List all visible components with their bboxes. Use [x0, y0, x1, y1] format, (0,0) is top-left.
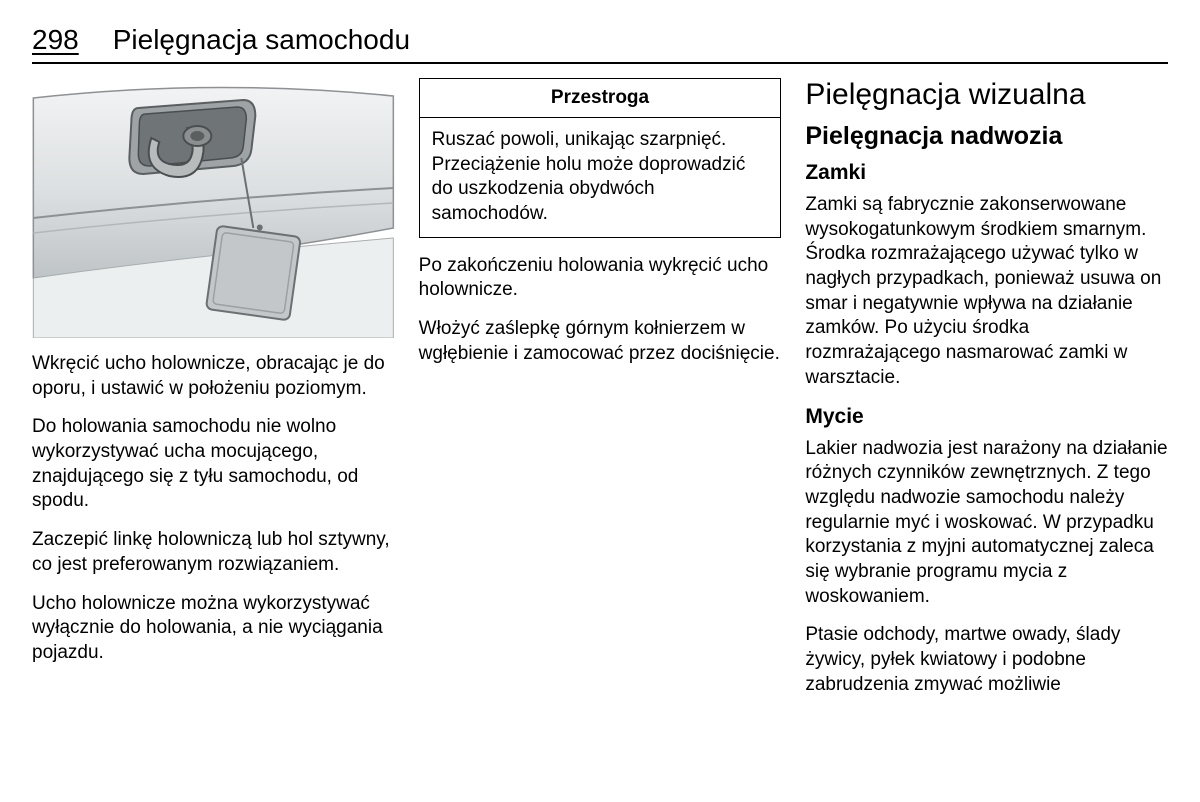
manual-page: 298 Pielęgnacja samochodu	[0, 0, 1200, 802]
column-1: Wkręcić ucho holownicze, obracając je do…	[32, 78, 395, 711]
section-heading-visual-care: Pielęgnacja wizualna	[805, 78, 1168, 112]
col2-paragraph-2: Włożyć zaślepkę górnym kołnierzem w wgłę…	[419, 317, 782, 366]
subheading-washing: Mycie	[805, 405, 1168, 429]
caution-body: Ruszać powoli, unikając szarpnięć. Przec…	[420, 118, 781, 237]
col2-paragraph-1: Po zakończeniu holowania wykręcić ucho h…	[419, 254, 782, 303]
col3-paragraph-2: Lakier nadwozia jest narażony na działan…	[805, 437, 1168, 610]
col1-paragraph-4: Ucho holownicze można wykorzystywać wyłą…	[32, 592, 395, 666]
col1-paragraph-1: Wkręcić ucho holownicze, obracając je do…	[32, 352, 395, 401]
column-2: Przestroga Ruszać powoli, unikając szarp…	[419, 78, 782, 711]
chapter-title: Pielęgnacja samochodu	[113, 24, 410, 56]
subheading-locks: Zamki	[805, 161, 1168, 185]
page-number: 298	[32, 24, 79, 56]
content-columns: Wkręcić ucho holownicze, obracając je do…	[32, 78, 1168, 711]
col1-paragraph-3: Zaczepić linkę holowniczą lub hol sztywn…	[32, 528, 395, 577]
caution-box: Przestroga Ruszać powoli, unikając szarp…	[419, 78, 782, 238]
caution-title: Przestroga	[420, 79, 781, 118]
col3-paragraph-3: Ptasie odchody, martwe owady, ślady żywi…	[805, 623, 1168, 697]
subsection-heading-body-care: Pielęgnacja nadwozia	[805, 122, 1168, 151]
column-3: Pielęgnacja wizualna Pielęgnacja nadwozi…	[805, 78, 1168, 711]
page-header: 298 Pielęgnacja samochodu	[32, 24, 1168, 64]
col1-paragraph-2: Do holowania samochodu nie wolno wykorzy…	[32, 415, 395, 514]
col3-paragraph-1: Zamki są fabrycznie zakonserwowane wysok…	[805, 193, 1168, 391]
towing-eye-illustration	[32, 78, 395, 338]
